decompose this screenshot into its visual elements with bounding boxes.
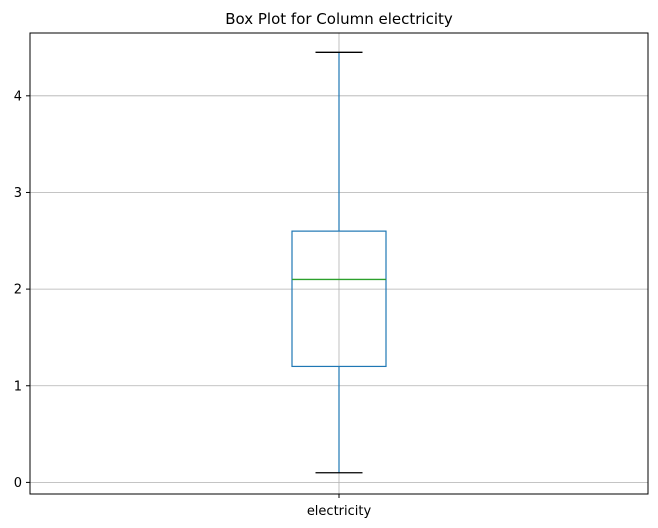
chart-title: Box Plot for Column electricity	[225, 10, 453, 28]
y-tick-label: 4	[14, 89, 22, 104]
plot-area-frame	[29, 32, 649, 495]
y-tick-label: 3	[14, 186, 22, 201]
y-tick-label: 1	[14, 379, 22, 394]
y-tick-label: 2	[14, 283, 22, 298]
x-tick-label: electricity	[307, 504, 372, 519]
box-marks	[291, 51, 387, 474]
iqr-box	[291, 230, 387, 368]
y-tick-label: 0	[14, 476, 22, 491]
axes: 0 1 2 3 4 electricity	[14, 89, 372, 519]
